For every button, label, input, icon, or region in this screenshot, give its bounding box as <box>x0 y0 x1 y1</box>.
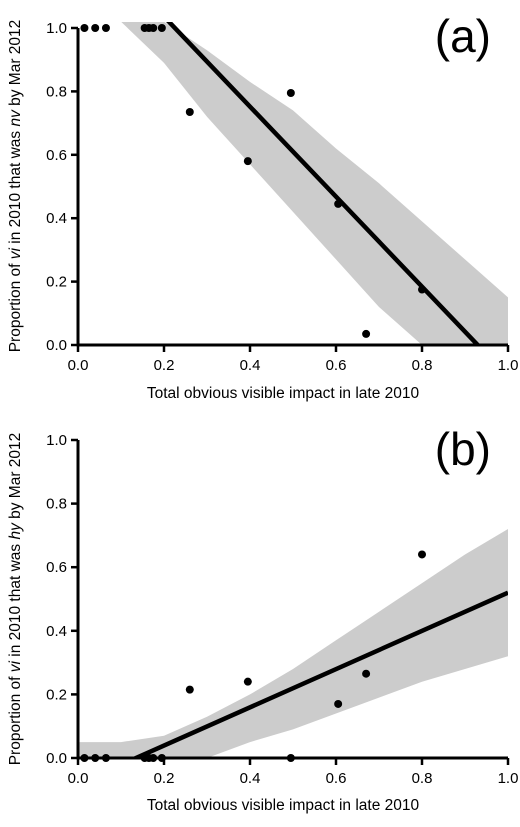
y-axis-label-part: vi <box>7 247 24 259</box>
x-tick-label: 0.8 <box>412 770 433 787</box>
panel-label: (b) <box>435 423 491 475</box>
y-axis-label-part: in 2010 that was <box>7 127 24 249</box>
x-tick-label: 0.6 <box>326 770 347 787</box>
x-tick-label: 0.4 <box>240 357 261 374</box>
x-tick-label: 0.2 <box>154 770 175 787</box>
data-point <box>149 754 158 762</box>
x-axis-label: Total obvious visible impact in late 201… <box>147 797 420 814</box>
confidence-band <box>78 529 508 758</box>
y-axis-label-part: Proportion of <box>7 672 24 765</box>
panel-a: 0.0 0.2 0.4 0.6 0.8 1.0 0.0 0.2 0.4 0.6 0.8 1.0 Tota… <box>7 10 519 402</box>
x-tick-label: 0.2 <box>154 357 175 374</box>
data-point <box>185 685 194 694</box>
data-point <box>243 157 252 166</box>
data-point <box>286 754 295 762</box>
data-point <box>91 754 100 762</box>
fit-line <box>166 22 481 345</box>
y-axis-label-part: hy <box>7 522 24 540</box>
data-point <box>80 754 89 762</box>
x-tick-label: 0.6 <box>326 357 347 374</box>
x-tick-label: 1.0 <box>498 770 519 787</box>
data-point <box>362 669 371 678</box>
y-tick-label: 0.6 <box>46 559 67 576</box>
y-axis-label-part: by Mar 2012 <box>7 20 24 110</box>
data-point <box>91 24 100 32</box>
data-point <box>418 285 426 294</box>
y-axis-label-part: vi <box>7 660 24 672</box>
y-tick-label: 0.2 <box>46 274 67 291</box>
fit-line <box>130 590 508 758</box>
y-tick-label: 0.6 <box>46 147 67 164</box>
data-point <box>334 199 343 208</box>
data-point <box>101 754 110 762</box>
data-point <box>157 24 166 32</box>
x-tick-label: 0.0 <box>68 770 89 787</box>
data-point <box>286 88 295 97</box>
x-tick-label: 0.8 <box>412 357 433 374</box>
x-tick-label: 0.4 <box>240 770 261 787</box>
y-tick-label: 0.8 <box>46 83 67 100</box>
data-point <box>101 24 110 32</box>
data-point <box>418 550 426 559</box>
data-point <box>149 24 158 32</box>
x-tick-label: 1.0 <box>498 357 519 374</box>
data-point <box>185 108 194 117</box>
data-point <box>80 24 89 32</box>
confidence-band <box>121 22 508 345</box>
y-tick-label: 0.0 <box>46 750 67 767</box>
data-point <box>243 677 252 686</box>
y-axis-label: Proportion of vi in 2010 that was hy by … <box>7 433 24 766</box>
panel-label: (a) <box>435 10 491 62</box>
y-tick-label: 0.2 <box>46 686 67 703</box>
data-point <box>362 329 371 338</box>
y-axis-label-part: nv <box>7 109 24 127</box>
y-axis-label-part: by Mar 2012 <box>7 433 24 523</box>
y-tick-label: 0.4 <box>46 623 67 640</box>
x-tick-label: 0.0 <box>68 357 89 374</box>
y-tick-label: 1.0 <box>46 20 67 37</box>
y-axis-label: Proportion of vi in 2010 that was nv by … <box>7 20 24 353</box>
x-axis-label: Total obvious visible impact in late 201… <box>147 385 420 402</box>
data-point <box>157 754 166 762</box>
y-tick-label: 0.4 <box>46 210 67 227</box>
y-tick-label: 0.0 <box>46 337 67 354</box>
y-tick-label: 1.0 <box>46 432 67 449</box>
y-tick-label: 0.8 <box>46 496 67 513</box>
panel-b: 0.0 0.2 0.4 0.6 0.8 1.0 0.0 0.2 0.4 0.6 0.8 1.0 Tota… <box>7 423 518 814</box>
y-axis-label-part: in 2010 that was <box>7 540 24 662</box>
data-point <box>334 699 343 708</box>
y-axis-label-part: Proportion of <box>7 259 24 352</box>
